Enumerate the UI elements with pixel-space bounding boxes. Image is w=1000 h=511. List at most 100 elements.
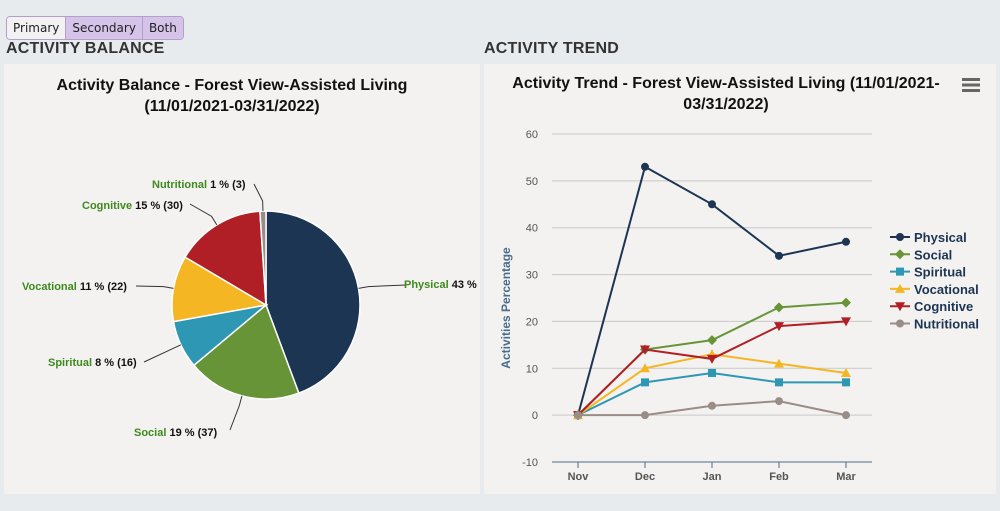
pie-label-value-social: 19 % (37)	[169, 427, 217, 439]
pie-label-name-cognitive: Cognitive	[82, 200, 135, 212]
x-tick-label-nov: Nov	[568, 471, 590, 483]
data-point-physical[interactable]	[842, 237, 850, 246]
pie-title-line2: (11/01/2021-03/31/2022)	[144, 98, 319, 115]
pie-label-value-spiritual: 8 % (16)	[95, 357, 137, 369]
data-point-spiritual[interactable]	[708, 368, 716, 377]
pie-label-vocational: Vocational 11 % (22)	[22, 281, 127, 293]
pie-label-name-nutritional: Nutritional	[152, 179, 210, 191]
data-point-vocational[interactable]	[774, 358, 784, 368]
legend-marker-spiritual[interactable]	[896, 267, 904, 276]
pie-slice-physical[interactable]	[265, 210, 361, 395]
activity-trend-panel: Activity Trend - Forest View-Assisted Li…	[484, 64, 996, 494]
data-point-cognitive[interactable]	[774, 322, 784, 332]
pie-connector-vocational	[135, 285, 174, 289]
pie-label-physical: Physical 43 %	[404, 279, 477, 291]
legend-label-social: Social	[914, 247, 952, 262]
activity-balance-pie-chart: Activity Balance - Forest View-Assisted …	[22, 77, 477, 439]
data-point-cognitive[interactable]	[841, 317, 851, 327]
legend-item-cognitive[interactable]: Cognitive	[890, 299, 973, 314]
x-tick-label-feb: Feb	[769, 471, 789, 483]
y-tick-label: 10	[526, 363, 538, 375]
data-point-physical[interactable]	[641, 162, 649, 171]
data-point-nutritional[interactable]	[574, 411, 582, 420]
pie-slice-cognitive[interactable]	[184, 210, 267, 307]
data-point-social[interactable]	[774, 302, 784, 313]
pie-slice-social[interactable]	[192, 303, 300, 400]
pie-slice-vocational[interactable]	[171, 256, 269, 323]
y-tick-label: 30	[526, 270, 538, 282]
pie-label-spiritual: Spiritual 8 % (16)	[48, 357, 137, 369]
x-tick-label-mar: Mar	[836, 471, 856, 483]
data-point-cognitive[interactable]	[707, 354, 717, 364]
data-point-vocational[interactable]	[640, 363, 650, 373]
data-point-vocational[interactable]	[841, 367, 851, 377]
x-tick-label-dec: Dec	[635, 471, 655, 483]
pie-label-name-physical: Physical	[404, 279, 452, 291]
legend-item-spiritual[interactable]: Spiritual	[890, 265, 966, 280]
legend-item-nutritional[interactable]: Nutritional	[890, 317, 979, 332]
legend-item-physical[interactable]: Physical	[890, 230, 967, 245]
data-point-spiritual[interactable]	[775, 378, 783, 387]
pie-label-value-physical: 43 %	[452, 279, 477, 291]
data-point-physical[interactable]	[775, 251, 783, 260]
legend-item-social[interactable]: Social	[890, 247, 952, 262]
x-tick-label-jan: Jan	[703, 471, 722, 483]
pie-connector-spiritual	[143, 344, 182, 363]
legend-label-vocational: Vocational	[914, 282, 979, 297]
y-tick-label: -10	[522, 457, 538, 469]
legend-label-spiritual: Spiritual	[914, 265, 966, 280]
legend-label-nutritional: Nutritional	[914, 317, 979, 332]
legend-label-physical: Physical	[914, 230, 967, 245]
data-point-nutritional[interactable]	[775, 397, 783, 406]
legend-marker-nutritional[interactable]	[896, 319, 904, 328]
legend-marker-physical[interactable]	[896, 233, 904, 241]
legend-marker-cognitive[interactable]	[895, 302, 905, 312]
line-title-line2: 03/31/2022)	[683, 96, 768, 113]
data-point-nutritional[interactable]	[708, 401, 716, 410]
data-point-cognitive[interactable]	[640, 345, 650, 355]
pie-label-name-vocational: Vocational	[22, 281, 80, 293]
y-tick-label: 60	[526, 129, 538, 141]
activity-trend-line-chart: Activity Trend - Forest View-Assisted Li…	[499, 75, 982, 483]
data-point-nutritional[interactable]	[842, 411, 850, 420]
pie-label-name-social: Social	[134, 427, 169, 439]
series-nutritional	[574, 397, 850, 420]
data-point-spiritual[interactable]	[641, 378, 649, 387]
pie-label-cognitive: Cognitive 15 % (30)	[82, 200, 183, 212]
line-title-line1: Activity Trend - Forest View-Assisted Li…	[512, 75, 939, 92]
y-tick-label: 20	[526, 316, 538, 328]
pie-label-social: Social 19 % (37)	[134, 427, 217, 439]
y-tick-label: 40	[526, 223, 538, 235]
legend-marker-vocational[interactable]	[895, 283, 905, 293]
data-point-physical[interactable]	[708, 200, 716, 209]
view-toggle[interactable]: Primary Secondary Both	[6, 16, 184, 40]
pie-connector-nutritional	[253, 183, 264, 212]
legend-marker-social[interactable]	[895, 249, 905, 260]
data-point-social[interactable]	[841, 297, 851, 308]
data-point-nutritional[interactable]	[641, 411, 649, 420]
pie-label-value-vocational: 11 % (22)	[80, 281, 127, 293]
y-axis-label: Activities Percentage	[499, 247, 513, 369]
data-point-social[interactable]	[707, 335, 717, 346]
series-spiritual	[574, 368, 850, 420]
pie-title-line1: Activity Balance - Forest View-Assisted …	[57, 77, 408, 94]
toggle-primary-button[interactable]: Primary	[7, 17, 66, 39]
pie-connector-cognitive	[189, 203, 218, 226]
toggle-both-button[interactable]: Both	[141, 17, 183, 39]
legend-label-cognitive: Cognitive	[914, 299, 973, 314]
pie-connector-physical	[358, 284, 407, 289]
pie-label-value-nutritional: 1 % (3)	[210, 179, 246, 191]
activity-balance-panel: Activity Balance - Forest View-Assisted …	[4, 64, 480, 494]
activity-trend-heading: ACTIVITY TREND	[484, 40, 619, 57]
legend-item-vocational[interactable]: Vocational	[890, 282, 979, 297]
pie-label-name-spiritual: Spiritual	[48, 357, 95, 369]
data-point-spiritual[interactable]	[842, 378, 850, 387]
chart-menu-icon[interactable]	[960, 76, 982, 94]
series-physical	[574, 162, 850, 420]
pie-label-value-cognitive: 15 % (30)	[135, 200, 183, 212]
toggle-secondary-button[interactable]: Secondary	[65, 17, 142, 39]
pie-connector-social	[229, 395, 243, 431]
pie-label-nutritional: Nutritional 1 % (3)	[152, 179, 246, 191]
y-tick-label: 50	[526, 176, 538, 188]
activity-balance-heading: ACTIVITY BALANCE	[6, 40, 165, 57]
